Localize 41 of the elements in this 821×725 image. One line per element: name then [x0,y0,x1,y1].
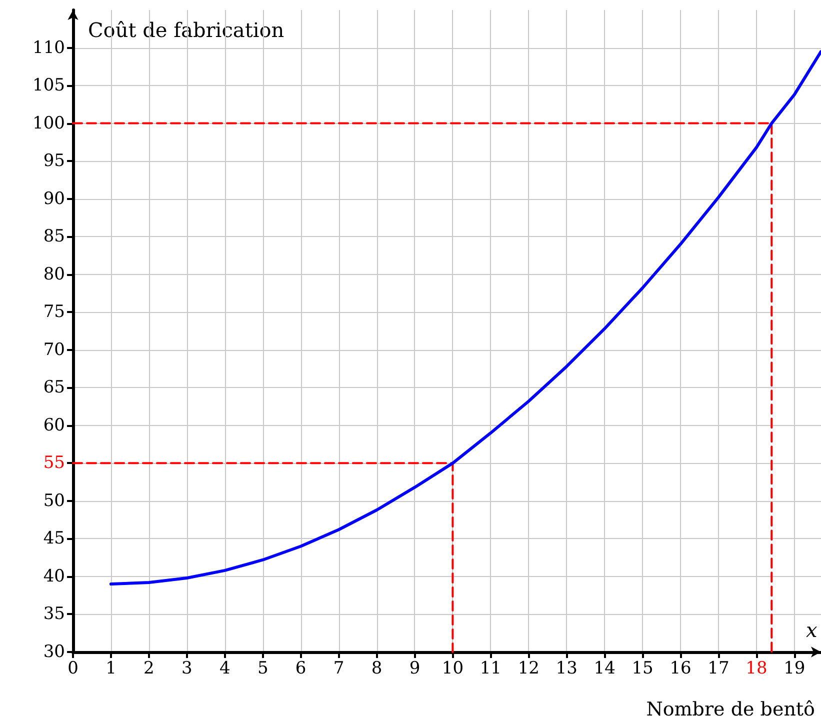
y-tick-label: 30 [43,642,65,662]
x-tick-label: 2 [144,658,154,678]
x-tick-label: 1 [106,658,116,678]
x-tick-label: 7 [333,658,344,678]
y-tick-label: 90 [43,188,65,209]
y-tick-label: 100 [32,113,65,134]
y-tick-label: 75 [43,302,65,322]
line-series [109,50,821,586]
x-tick-label: 17 [708,658,730,678]
y-tick-label: 45 [43,528,65,549]
x-axis-title: Nombre de bentô [646,698,816,720]
x-tick-label: 15 [632,658,654,678]
y-tick-label: 110 [32,38,65,58]
y-tick-label: 55 [43,453,65,474]
y-tick-label: 40 [43,566,65,586]
x-tick-label: 10 [442,658,464,678]
y-tick-label: 105 [32,76,65,96]
x-tick-label: 4 [219,658,230,678]
y-axis-title: Coût de fabrication [88,18,284,42]
annotation: x [806,618,818,642]
y-tick-label: 85 [43,226,65,247]
x-tick-label: 8 [371,658,382,678]
x-tick-label: 11 [480,658,502,678]
x-tick-label: 6 [295,658,306,678]
y-tick-label: 50 [43,490,65,511]
x-tick-label: 9 [409,658,420,678]
y-tick-label: 65 [43,378,65,398]
x-tick-label: 3 [181,658,192,678]
x-tick-label: 12 [518,658,540,678]
y-tick-label: 70 [43,340,65,360]
x-tick-label: 18 [746,658,768,678]
x-tick-label: 19 [784,658,806,678]
y-tick-label: 35 [43,604,65,624]
x-tick-label: 0 [68,658,78,678]
y-tick-label: 80 [43,264,65,284]
x-tick-label: 13 [556,658,578,678]
x-tick-label: 14 [594,658,616,678]
y-tick-label: 60 [43,415,65,436]
y-tick-label: 95 [43,151,65,172]
x-tick-label: 16 [670,658,692,678]
x-tick-label: 5 [257,658,268,678]
